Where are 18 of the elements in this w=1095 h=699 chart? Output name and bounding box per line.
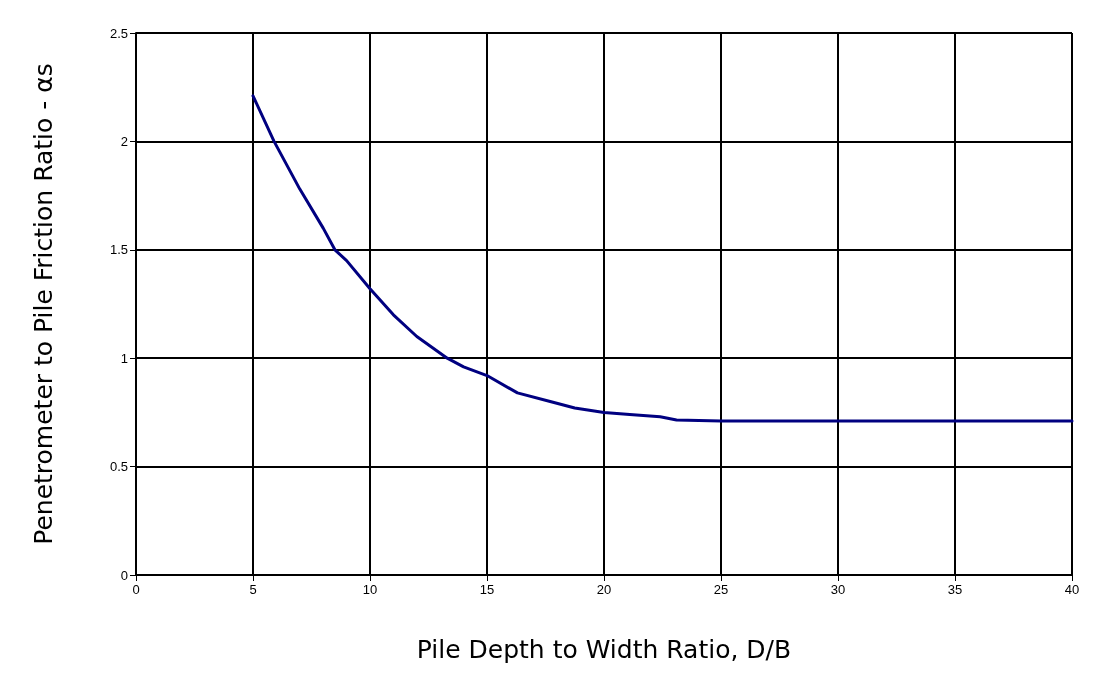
y-tick-label: 2.5 [109, 25, 128, 41]
x-axis-title: Pile Depth to Width Ratio, D/B [416, 635, 792, 664]
y-tick-label: 1 [120, 350, 128, 366]
y-tick-label: 1.5 [109, 242, 128, 258]
y-tick-label: 0 [120, 567, 128, 583]
x-tick-label: 40 [1064, 582, 1080, 597]
x-tick-label: 30 [830, 582, 846, 597]
x-tick-label: 0 [132, 582, 140, 597]
x-tick-label: 15 [479, 582, 495, 597]
line-series [251, 94, 1074, 423]
x-tick-label: 5 [249, 582, 257, 597]
y-tick-label: 2 [120, 133, 128, 149]
x-tick-label: 25 [713, 582, 729, 597]
x-tick-label: 20 [596, 582, 612, 597]
y-axis-title: Penetrometer to Pile Friction Ratio - αs [29, 63, 58, 545]
x-tick-label: 35 [947, 582, 963, 597]
y-tick-label: 0.5 [109, 459, 128, 475]
x-tick-label: 10 [362, 582, 378, 597]
